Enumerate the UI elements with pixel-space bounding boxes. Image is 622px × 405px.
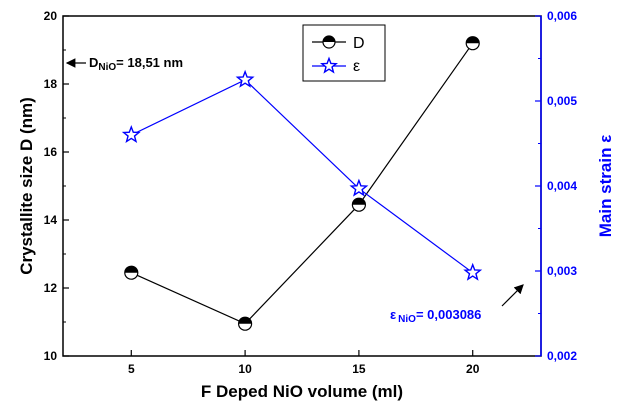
series-layer	[121, 36, 483, 331]
annotation-d-nio-sub: NiO	[98, 62, 116, 73]
legend-star-shape	[320, 56, 338, 74]
series-line-eps	[131, 79, 474, 274]
annotation-eps-nio-sub: NiO	[398, 314, 416, 325]
svg-text:DNiO= 18,51 nm: DNiO= 18,51 nm	[89, 55, 183, 73]
data-point-eps	[463, 262, 483, 281]
x-tick-label: 10	[238, 362, 252, 376]
data-point-d-fill	[466, 36, 480, 44]
data-point-d-fill	[352, 198, 366, 205]
annotation-d-nio: DNiO= 18,51 nm	[65, 55, 183, 73]
legend-label-eps: ε	[353, 58, 360, 75]
legend-marker-d	[322, 35, 336, 49]
data-point-d	[465, 36, 480, 51]
annotation-eps-nio-value: = 0,003086	[416, 307, 481, 322]
data-point-d-fill	[238, 317, 252, 324]
legend: D ε	[302, 24, 386, 82]
y-right-tick-label: 0,004	[547, 179, 577, 193]
legend-marker-eps	[320, 56, 338, 74]
x-axis-label: F Deped NiO volume (ml)	[201, 382, 403, 401]
x-tick-label: 15	[352, 362, 366, 376]
y-left-tick-label: 12	[44, 281, 58, 295]
annotation-eps-nio: ε NiO= 0,003086	[390, 284, 524, 325]
annotation-d-nio-main: D	[89, 55, 98, 70]
annotation-eps-nio-arrow	[501, 284, 524, 307]
y-right-tick-label: 0,003	[547, 264, 577, 278]
annotation-eps-nio-main: ε	[390, 307, 396, 322]
y-left-tick-label: 10	[44, 349, 58, 363]
data-point-eps	[349, 178, 369, 197]
data-point-d-fill	[124, 266, 138, 273]
legend-label-d: D	[353, 35, 365, 52]
y-right-tick-label: 0,002	[547, 349, 577, 363]
legend-box	[302, 24, 386, 82]
x-tick-label: 5	[128, 362, 135, 376]
y-left-tick-label: 20	[44, 9, 58, 23]
data-point-eps	[121, 125, 141, 144]
annotation-d-nio-value: = 18,51 nm	[116, 55, 183, 70]
y-left-axis-label: Crystallite size D (nm)	[17, 97, 36, 275]
y-right-tick-label: 0,006	[547, 9, 577, 23]
y-right-tick-label: 0,005	[547, 94, 577, 108]
series-line-d	[131, 42, 474, 325]
y-right-axis-label: Main strain ε	[596, 135, 615, 238]
data-point-d	[124, 265, 139, 280]
y-left-tick-label: 14	[44, 213, 58, 227]
data-point-eps	[235, 69, 255, 88]
ticks-layer: 5 10 15 20 10 12 14 16 18 20 0,002 0,003 0,004 0,005 0…	[44, 9, 578, 376]
y-left-tick-label: 16	[44, 145, 58, 159]
y-left-tick-label: 18	[44, 77, 58, 91]
data-point-d	[237, 316, 253, 331]
x-tick-label: 20	[466, 362, 480, 376]
data-point-d	[351, 197, 367, 212]
